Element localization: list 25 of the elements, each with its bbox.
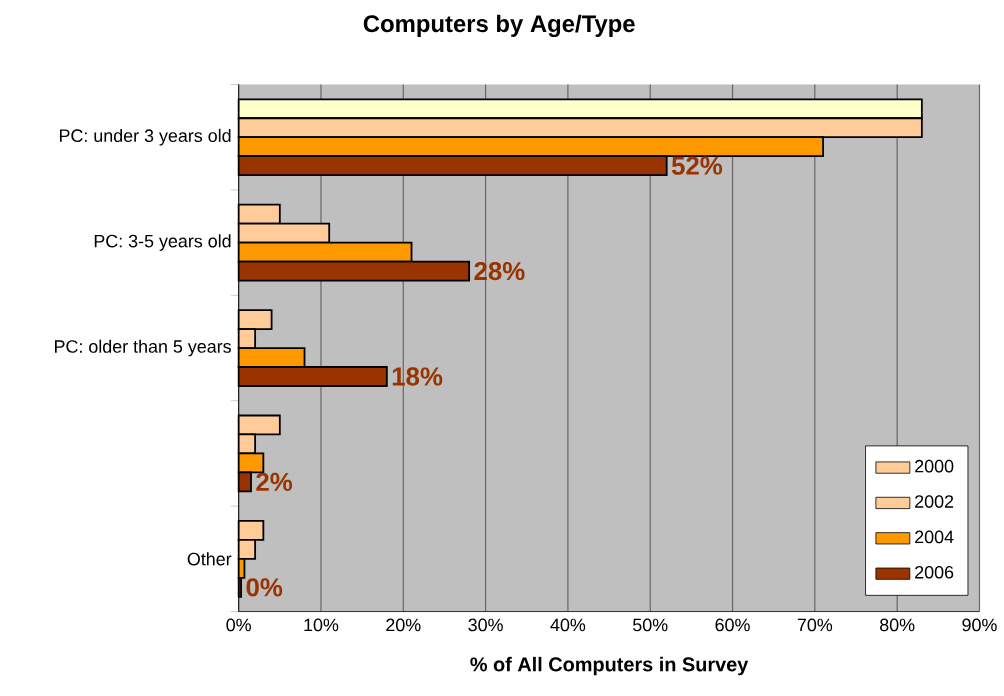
data-label: 0% (246, 578, 283, 597)
legend-label: 2004 (915, 530, 954, 544)
x-tick-label: 0% (226, 618, 251, 632)
data-label: 2% (256, 472, 293, 491)
legend-label: 2002 (915, 495, 954, 508)
data-label: 28% (474, 261, 525, 281)
x-tick-label: 60% (715, 618, 750, 632)
x-tick-label: 10% (304, 618, 339, 632)
x-tick-label: 70% (797, 618, 833, 632)
x-tick-label: 50% (633, 618, 668, 632)
data-label: 18% (392, 367, 443, 386)
y-tick-label: PC: under 3 years old (59, 128, 231, 146)
chart-title: Computers by Age/Type (363, 14, 635, 37)
legend-label: 2006 (915, 565, 954, 579)
legend-label: 2000 (915, 459, 954, 473)
x-axis-title: % of All Computers in Survey (470, 656, 749, 676)
x-tick-label: 20% (386, 618, 421, 632)
x-tick-label: 90% (962, 618, 997, 632)
x-tick-label: 30% (468, 618, 503, 632)
x-tick-label: 80% (880, 618, 915, 632)
x-tick-label: 40% (550, 618, 586, 632)
y-tick-label: PC: older than 5 years (55, 339, 231, 357)
data-label: 52% (671, 156, 723, 175)
y-tick-label: Other (187, 552, 232, 566)
y-tick-label: PC: 3-5 years old (94, 234, 231, 251)
